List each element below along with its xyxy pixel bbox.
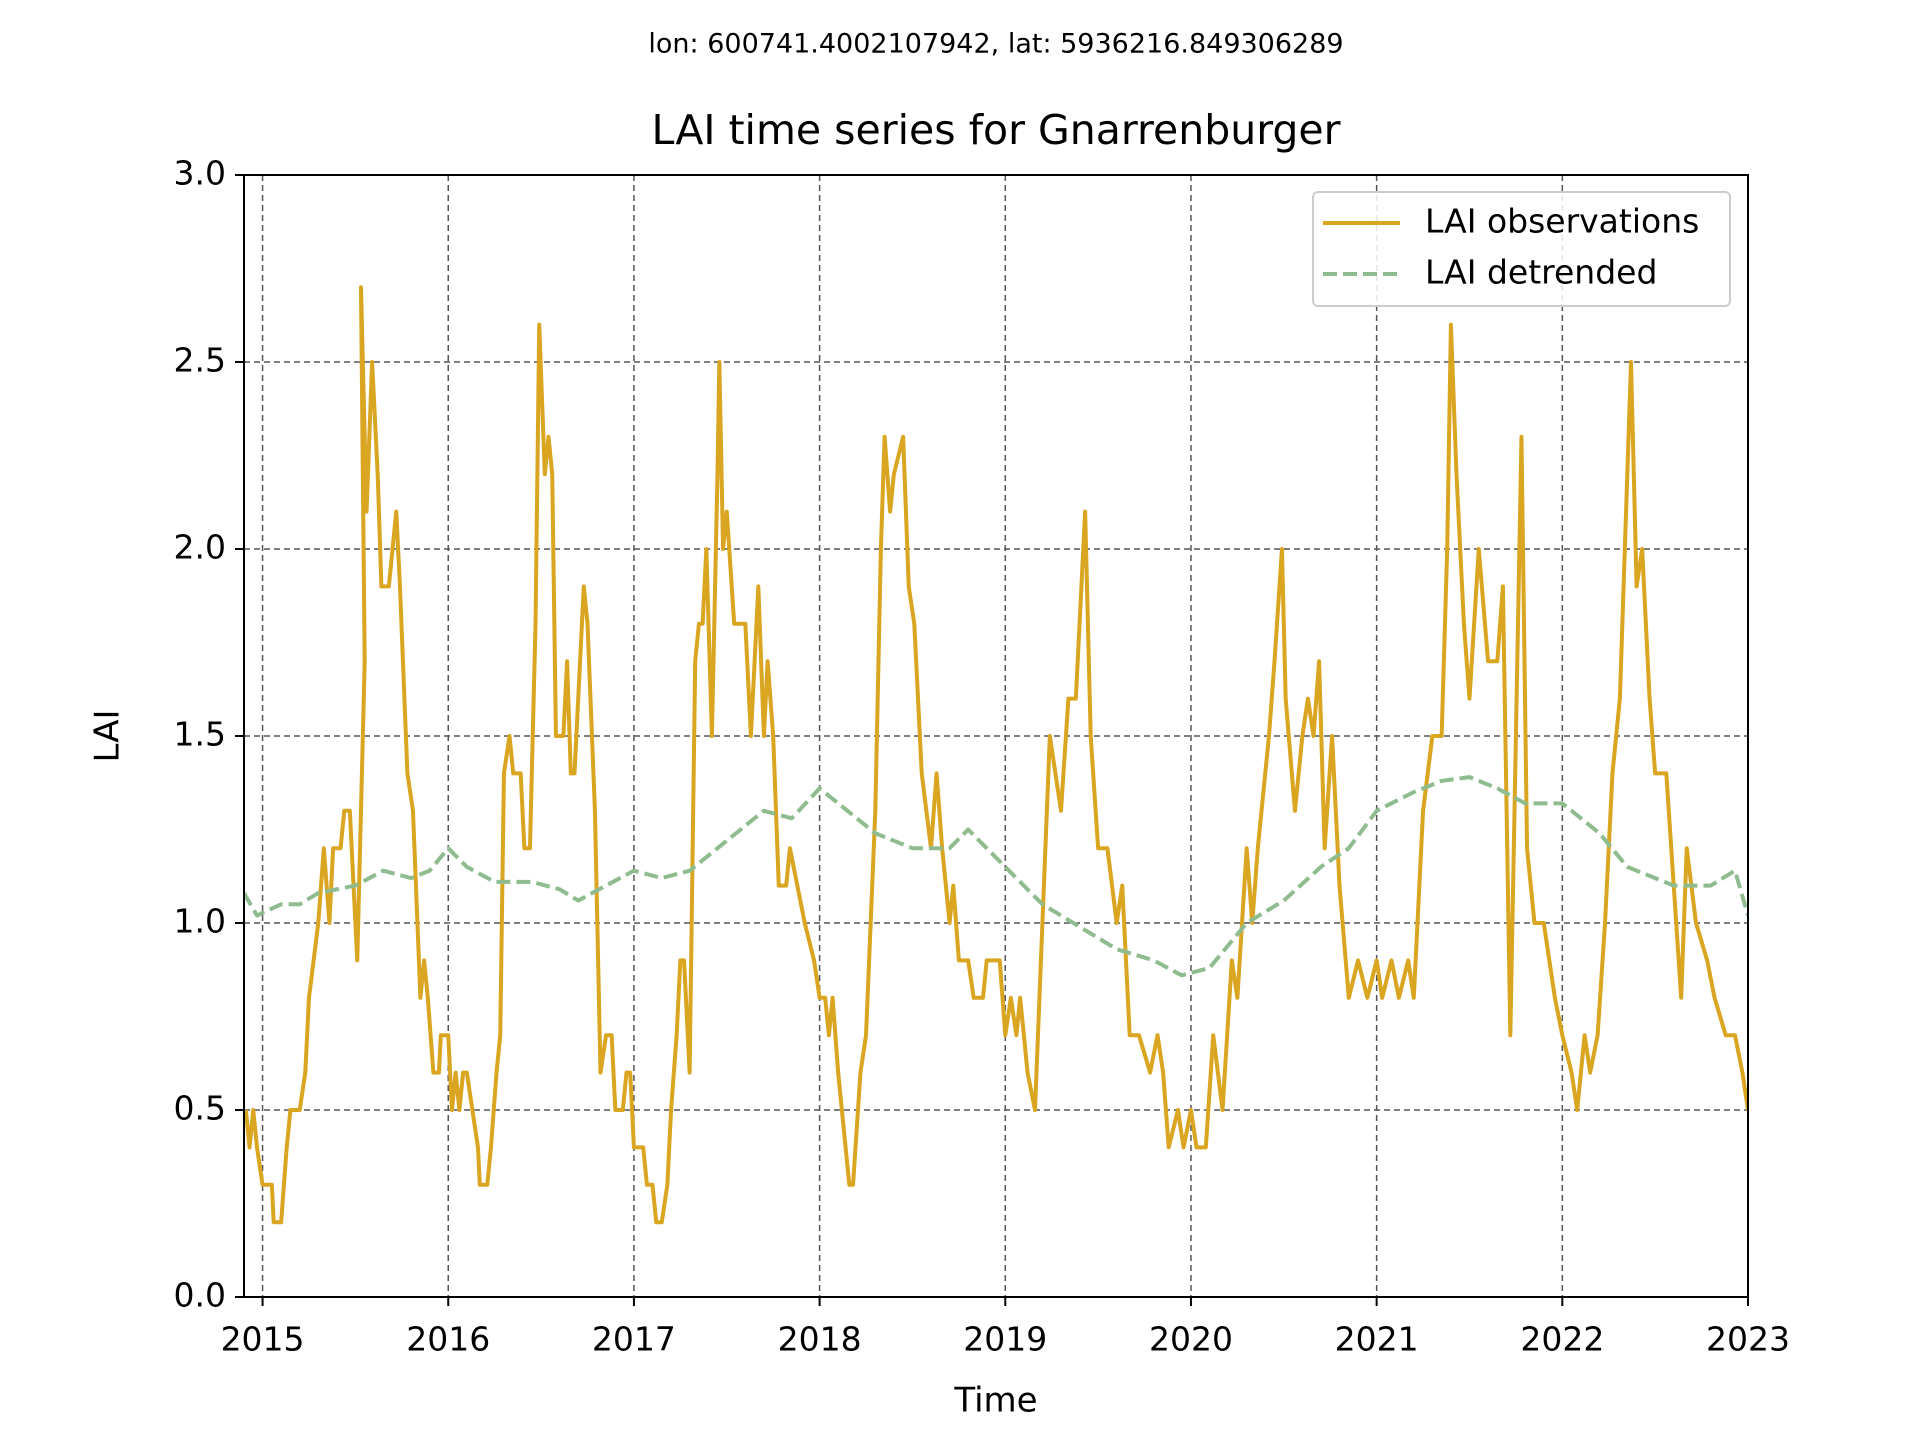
x-tick-label: 2022 xyxy=(1520,1320,1604,1359)
x-tick-label: 2018 xyxy=(778,1320,862,1359)
x-tick-label: 2016 xyxy=(406,1320,490,1359)
y-tick-label: 0.5 xyxy=(174,1089,226,1128)
x-tick-label: 2023 xyxy=(1706,1320,1790,1359)
chart-subtitle: lon: 600741.4002107942, lat: 5936216.849… xyxy=(648,29,1343,60)
x-tick-label: 2019 xyxy=(963,1320,1047,1359)
y-axis-label: LAI xyxy=(88,709,128,762)
x-tick-label: 2021 xyxy=(1335,1320,1419,1359)
legend-label: LAI observations xyxy=(1425,202,1699,241)
x-tick-label: 2020 xyxy=(1149,1320,1233,1359)
y-tick-label: 1.5 xyxy=(174,715,226,754)
y-tick-label: 1.0 xyxy=(174,902,226,941)
plot-frame xyxy=(243,174,1749,1298)
legend-label: LAI detrended xyxy=(1425,253,1657,292)
y-tick-label: 0.0 xyxy=(174,1276,226,1315)
x-tick-label: 2015 xyxy=(221,1320,305,1359)
legend-box xyxy=(1312,191,1731,307)
y-tick-label: 2.5 xyxy=(174,341,226,380)
y-tick-label: 3.0 xyxy=(174,154,226,193)
data-line xyxy=(244,285,1748,1225)
x-tick-label: 2017 xyxy=(592,1320,676,1359)
data-line xyxy=(244,775,1748,978)
chart-title: LAI time series for Gnarrenburger xyxy=(652,106,1341,154)
y-tick-label: 2.0 xyxy=(174,528,226,567)
x-axis-label: Time xyxy=(953,1381,1037,1421)
